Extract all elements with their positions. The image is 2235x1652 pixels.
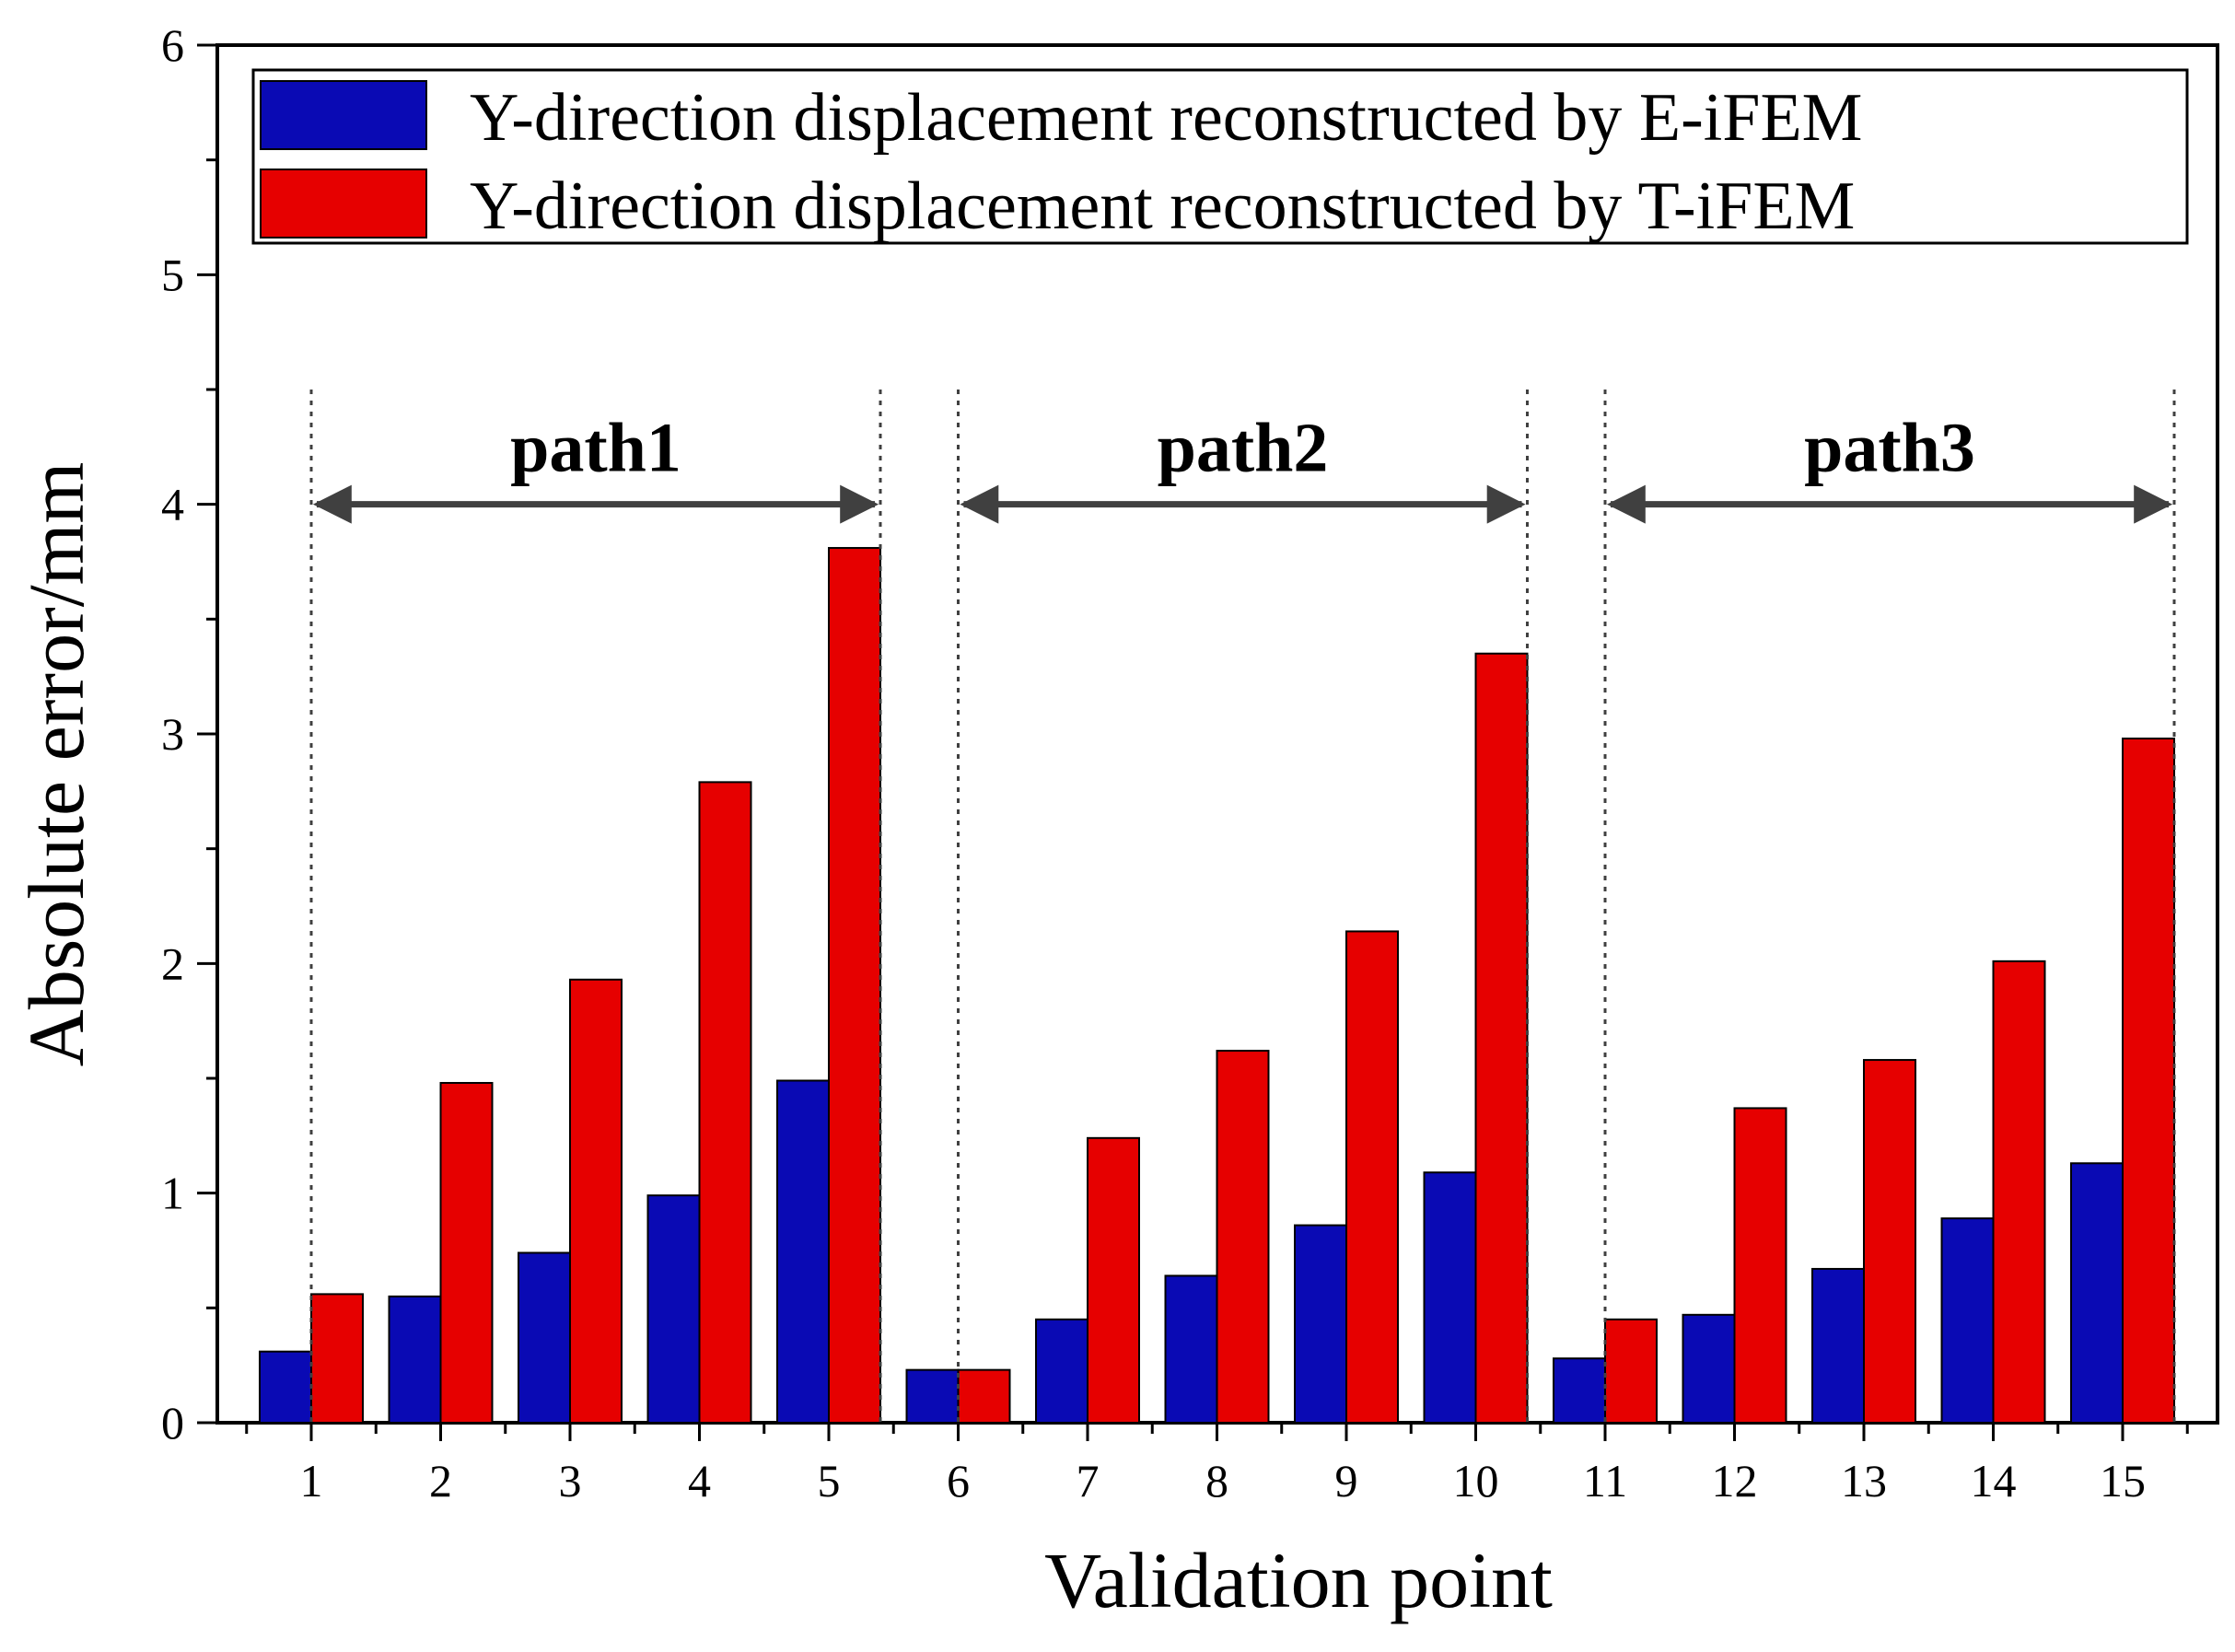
- y-axis-title: Absolute error/mm: [12, 462, 100, 1067]
- y-axis: 0 1 2 3 4 5 6: [161, 19, 217, 1448]
- legend-box: [251, 68, 2189, 245]
- bar-e-ifem-13: [1811, 1267, 1865, 1424]
- bar-e-ifem-10: [1423, 1171, 1477, 1425]
- x-tick-label-12: 12: [1712, 1455, 1758, 1507]
- bar-t-ifem-3: [569, 978, 623, 1424]
- x-tick-label-3: 3: [559, 1455, 582, 1507]
- x-tick-label-6: 6: [947, 1455, 970, 1507]
- bar-e-ifem-1: [259, 1350, 312, 1424]
- path-label-1: path1: [510, 409, 681, 486]
- bar-e-ifem-9: [1294, 1224, 1347, 1425]
- bars-layer: [259, 547, 2175, 1425]
- bar-t-ifem-11: [1604, 1318, 1658, 1425]
- x-tick-label-10: 10: [1453, 1455, 1499, 1507]
- bar-e-ifem-4: [646, 1194, 701, 1425]
- y-tick-label: 3: [161, 708, 184, 760]
- bar-e-ifem-2: [388, 1295, 442, 1425]
- bar-e-ifem-15: [2070, 1162, 2124, 1424]
- bar-t-ifem-15: [2122, 737, 2175, 1424]
- x-axis: 1 2 3 4 5 6 7 8 9 10 11 12 13 14 15: [245, 1423, 2189, 1507]
- bar-t-ifem-4: [698, 781, 752, 1424]
- x-tick-label-15: 15: [2100, 1455, 2146, 1507]
- bar-e-ifem-6: [905, 1368, 960, 1424]
- bar-e-ifem-14: [1940, 1217, 1995, 1425]
- x-tick-label-7: 7: [1077, 1455, 1100, 1507]
- bar-t-ifem-12: [1733, 1107, 1787, 1424]
- path-label-2: path2: [1158, 409, 1329, 486]
- legend-label-e-ifem: Y-direction displacement reconstructed b…: [470, 80, 1862, 156]
- legend-swatch-t-ifem: [260, 169, 427, 238]
- bar-e-ifem-7: [1035, 1318, 1088, 1425]
- y-tick-label: 0: [161, 1397, 184, 1448]
- x-tick-label-4: 4: [688, 1455, 711, 1507]
- y-tick-label: 6: [161, 19, 184, 71]
- bar-e-ifem-8: [1164, 1274, 1218, 1424]
- path-label-3: path3: [1804, 409, 1975, 486]
- y-tick-label: 1: [161, 1168, 184, 1219]
- bar-e-ifem-12: [1682, 1313, 1736, 1425]
- x-axis-title: Validation point: [1044, 1536, 1553, 1624]
- bar-t-ifem-2: [439, 1081, 494, 1425]
- x-tick-label-9: 9: [1335, 1455, 1358, 1507]
- bar-t-ifem-6: [957, 1368, 1011, 1424]
- bar-t-ifem-10: [1474, 652, 1529, 1424]
- x-tick-label-2: 2: [429, 1455, 452, 1507]
- bar-t-ifem-7: [1087, 1136, 1140, 1424]
- x-tick-label-14: 14: [1971, 1455, 2017, 1507]
- path-guides-layer: path1 path2 path3: [309, 390, 2176, 1423]
- y-tick-label: 5: [161, 249, 184, 300]
- bar-t-ifem-9: [1345, 930, 1399, 1424]
- bar-e-ifem-11: [1553, 1357, 1606, 1424]
- legend-swatch-e-ifem: [260, 80, 427, 150]
- bar-t-ifem-1: [310, 1293, 364, 1424]
- y-tick-label: 2: [161, 937, 184, 989]
- bar-t-ifem-13: [1863, 1059, 1916, 1424]
- bar-t-ifem-8: [1216, 1050, 1270, 1424]
- x-tick-label-8: 8: [1205, 1455, 1228, 1507]
- x-tick-label-11: 11: [1583, 1455, 1627, 1507]
- bar-t-ifem-5: [828, 547, 881, 1424]
- legend: Y-direction displacement reconstructed b…: [251, 68, 2189, 245]
- x-tick-label-1: 1: [300, 1455, 323, 1507]
- legend-label-t-ifem: Y-direction displacement reconstructed b…: [470, 169, 1855, 244]
- y-tick-label: 4: [161, 479, 184, 530]
- x-tick-label-13: 13: [1841, 1455, 1887, 1507]
- bar-e-ifem-5: [776, 1079, 830, 1424]
- bar-e-ifem-3: [518, 1251, 571, 1424]
- x-tick-label-5: 5: [818, 1455, 841, 1507]
- bar-t-ifem-14: [1992, 960, 2046, 1424]
